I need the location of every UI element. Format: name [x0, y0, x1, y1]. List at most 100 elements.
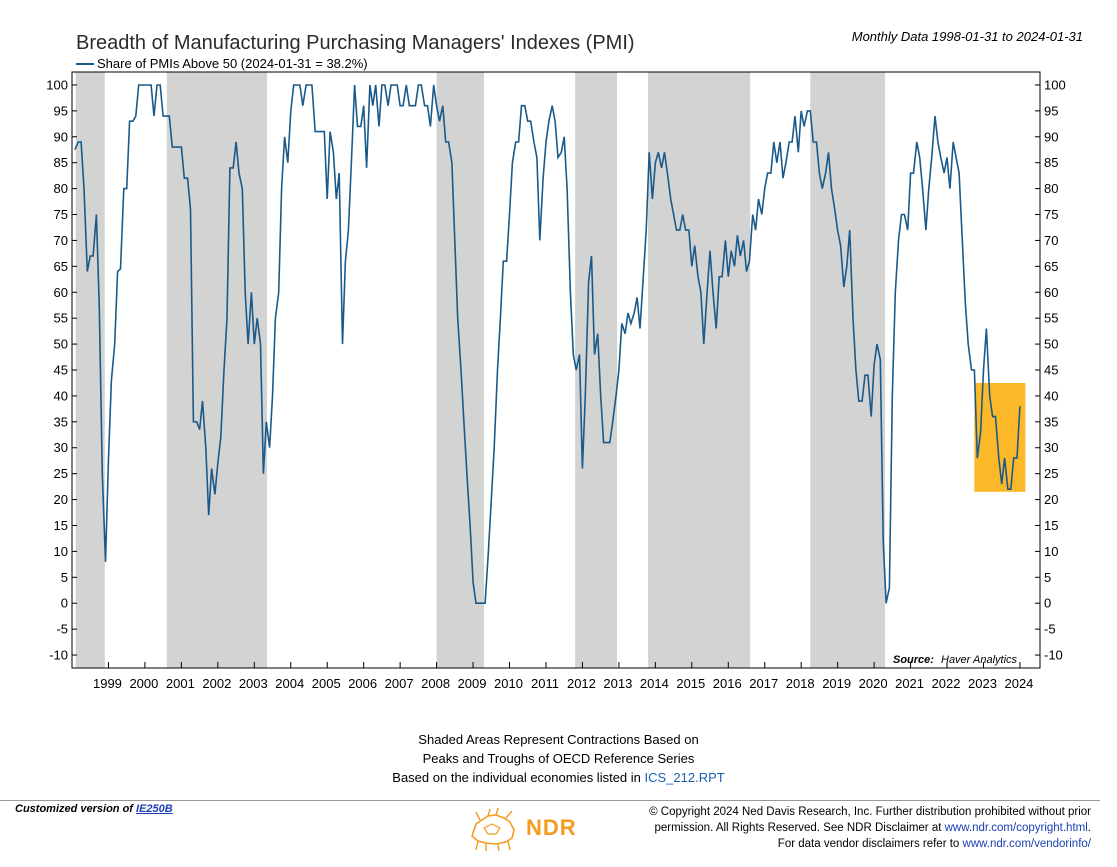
x-tick-label: 2001 [166, 676, 195, 691]
y-tick-label-left: 85 [54, 155, 68, 170]
x-tick-label: 2019 [822, 676, 851, 691]
x-tick-label: 2011 [531, 676, 559, 691]
y-tick-label-left: 100 [46, 77, 68, 92]
x-tick-label: 2003 [239, 676, 268, 691]
ndr-vendorinfo-link[interactable]: www.ndr.com/vendorinfo/ [962, 838, 1091, 850]
footer-copyright: © Copyright 2024 Ned Davis Research, Inc… [649, 804, 1091, 852]
chart-title: Breadth of Manufacturing Purchasing Mana… [76, 32, 635, 54]
copyright-line-2-suffix: . [1087, 822, 1091, 834]
y-tick-label-left: 35 [54, 414, 68, 429]
y-tick-label-left: 40 [54, 388, 68, 403]
y-tick-label-left: 50 [54, 337, 68, 352]
x-tick-label: 2023 [968, 676, 997, 691]
y-tick-label-left: 80 [54, 181, 68, 196]
contraction-4 [648, 72, 751, 668]
note-line-1: Shaded Areas Represent Contractions Base… [418, 732, 699, 747]
y-tick-label-right: 95 [1044, 103, 1058, 118]
y-tick-label-left: 90 [54, 129, 68, 144]
y-tick-label-left: 60 [54, 285, 68, 300]
y-tick-label-right: 50 [1044, 337, 1058, 352]
x-tick-label: 2006 [348, 676, 377, 691]
y-tick-label-left: -10 [49, 648, 68, 663]
x-tick-label: 2016 [713, 676, 742, 691]
y-tick-label-right: 30 [1044, 440, 1058, 455]
y-tick-label-right: 85 [1044, 155, 1058, 170]
ndr-logo: NDR [466, 806, 596, 852]
copyright-line-3-text: For data vendor disclaimers refer to [777, 838, 963, 850]
y-tick-label-left: 65 [54, 259, 68, 274]
footer-customized: Customized version of IE250B [15, 803, 173, 815]
y-tick-label-left: 25 [54, 466, 68, 481]
y-tick-label-right: 70 [1044, 233, 1058, 248]
y-tick-label-right: 10 [1044, 544, 1058, 559]
copyright-line-3: For data vendor disclaimers refer to www… [649, 836, 1091, 852]
y-tick-label-left: 55 [54, 311, 68, 326]
x-tick-label: 2012 [567, 676, 596, 691]
y-tick-label-left: 20 [54, 492, 68, 507]
contraction-shading [75, 72, 886, 668]
series-line [74, 84, 1021, 604]
y-tick-label-left: 70 [54, 233, 68, 248]
copyright-line-2-text: permission. All Rights Reserved. See NDR… [654, 822, 945, 834]
x-tick-label: 2004 [275, 676, 304, 691]
chart-notes: Shaded Areas Represent Contractions Base… [0, 730, 1117, 787]
x-tick-label: 2002 [202, 676, 231, 691]
x-tick-label: 2009 [458, 676, 487, 691]
source-value: Haver Analytics [941, 654, 1018, 666]
y-tick-label-left: 15 [54, 518, 68, 533]
y-tick-label-right: 90 [1044, 129, 1058, 144]
y-tick-label-right: 45 [1044, 363, 1058, 378]
contraction-1 [166, 72, 268, 668]
y-tick-label-right: 100 [1044, 77, 1066, 92]
y-tick-label-right: 40 [1044, 388, 1058, 403]
y-tick-label-right: 5 [1044, 570, 1051, 585]
y-tick-label-right: -10 [1044, 648, 1063, 663]
contraction-5 [810, 72, 886, 668]
note-line-3: Based on the individual economies listed… [0, 768, 1117, 787]
x-tick-label: 2007 [385, 676, 414, 691]
x-tick-label: 2005 [312, 676, 341, 691]
y-tick-label-right: 75 [1044, 207, 1058, 222]
x-tick-label: 2013 [603, 676, 632, 691]
legend-label: Share of PMIs Above 50 (2024-01-31 = 38.… [97, 56, 368, 71]
source-label: Source: [893, 654, 934, 666]
y-tick-label-left: 75 [54, 207, 68, 222]
x-tick-label: 2014 [640, 676, 669, 691]
y-tick-label-right: 20 [1044, 492, 1058, 507]
contraction-3 [575, 72, 618, 668]
x-tick-label: 2024 [1004, 676, 1033, 691]
y-tick-label-right: 0 [1044, 596, 1051, 611]
ndr-logo-text: NDR [526, 815, 577, 840]
y-tick-label-left: 0 [61, 596, 68, 611]
ndr-copyright-link[interactable]: www.ndr.com/copyright.html [944, 822, 1088, 834]
copyright-line-1: © Copyright 2024 Ned Davis Research, Inc… [649, 806, 1091, 818]
y-tick-label-right: -5 [1044, 622, 1056, 637]
x-tick-label: 2021 [895, 676, 924, 691]
ics-report-link[interactable]: ICS_212.RPT [644, 770, 725, 785]
y-tick-label-left: -5 [56, 622, 68, 637]
y-tick-label-right: 35 [1044, 414, 1058, 429]
y-tick-label-left: 30 [54, 440, 68, 455]
y-tick-label-left: 5 [61, 570, 68, 585]
x-tick-label: 2015 [676, 676, 705, 691]
y-tick-label-right: 60 [1044, 285, 1058, 300]
x-tick-label: 1999 [93, 676, 122, 691]
y-tick-label-left: 95 [54, 103, 68, 118]
x-tick-label: 2018 [786, 676, 815, 691]
x-axis: 1999 2000 2001 2002 2003 2004 2005 2006 2007 2008… [93, 662, 1033, 691]
y-tick-label-right: 55 [1044, 311, 1058, 326]
x-tick-label: 2022 [932, 676, 961, 691]
ie250b-link[interactable]: IE250B [136, 803, 173, 815]
x-tick-label: 2008 [421, 676, 450, 691]
date-range-label: Monthly Data 1998-01-31 to 2024-01-31 [852, 29, 1083, 44]
bull-bear-icon [471, 807, 515, 852]
y-tick-label-right: 25 [1044, 466, 1058, 481]
footer-divider [0, 800, 1100, 801]
y-tick-label-right: 80 [1044, 181, 1058, 196]
footer-customized-text: Customized version of [15, 803, 137, 815]
copyright-line-2: permission. All Rights Reserved. See NDR… [649, 820, 1091, 836]
note-line-3-text: Based on the individual economies listed… [392, 770, 645, 785]
x-tick-label: 2020 [859, 676, 888, 691]
y-tick-label-right: 15 [1044, 518, 1058, 533]
